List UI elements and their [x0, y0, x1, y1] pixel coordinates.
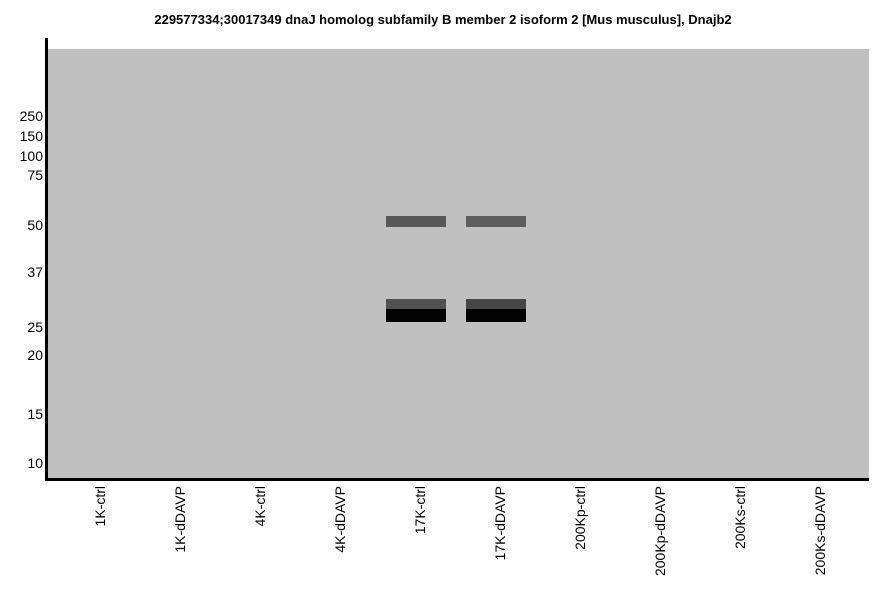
gel-area — [48, 49, 869, 478]
figure-title: 229577334;30017349 dnaJ homolog subfamil… — [154, 12, 732, 27]
mw-marker-label-250: 250 — [19, 107, 43, 124]
mw-marker-label-150: 150 — [19, 128, 43, 145]
mw-marker-label-37: 37 — [27, 264, 43, 281]
mw-marker-label-20: 20 — [27, 346, 43, 363]
lane-label-200Kp-ctrl: 200Kp-ctrl — [572, 486, 588, 550]
protein-band-17K-ctrl-27kda — [386, 308, 446, 322]
lane-label-4K-dDAVP: 4K-dDAVP — [332, 486, 349, 553]
mw-marker-label-50: 50 — [27, 216, 43, 233]
mw-marker-label-100: 100 — [19, 147, 43, 164]
protein-band-17K-dDAVP-50kda — [465, 216, 526, 228]
mw-marker-label-15: 15 — [27, 406, 43, 423]
lane-label-200Ks-dDAVP: 200Ks-dDAVP — [811, 486, 828, 576]
lane-label-200Ks-ctrl: 200Ks-ctrl — [732, 486, 749, 550]
protein-band-17K-dDAVP-27kda — [465, 308, 526, 322]
lane-label-200Kp-dDAVP: 200Kp-dDAVP — [651, 486, 668, 577]
lane-label-17K-ctrl: 17K-ctrl — [411, 486, 428, 535]
protein-band-17K-ctrl-50kda — [386, 216, 446, 228]
mw-marker-label-75: 75 — [27, 167, 43, 184]
mw-marker-label-25: 25 — [27, 318, 43, 335]
protein-band-17K-dDAVP-29kda — [465, 298, 526, 309]
lane-label-1K-dDAVP: 1K-dDAVP — [172, 486, 189, 553]
lane-label-17K-dDAVP: 17K-dDAVP — [492, 486, 509, 561]
y-axis-line — [45, 38, 48, 481]
lane-label-4K-ctrl: 4K-ctrl — [251, 486, 268, 527]
lane-label-1K-ctrl: 1K-ctrl — [91, 486, 108, 527]
x-axis-line — [45, 478, 869, 481]
protein-band-17K-ctrl-29kda — [386, 298, 446, 309]
mw-marker-label-10: 10 — [27, 454, 43, 471]
